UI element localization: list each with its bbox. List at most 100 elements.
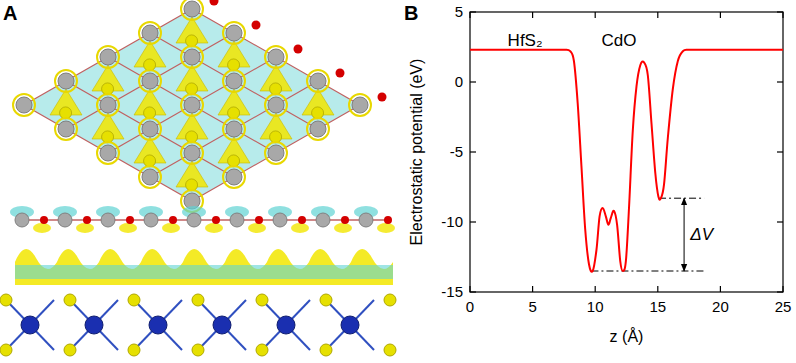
atom-hf [341, 316, 359, 334]
charge-ring [265, 46, 287, 68]
x-tick-label: 10 [587, 298, 604, 315]
charge-density [119, 223, 137, 233]
atom-s [384, 344, 396, 356]
x-tick-label: 5 [528, 298, 536, 315]
y-tick [777, 221, 783, 222]
x-axis-label: z (Å) [610, 327, 644, 345]
x-tick [657, 12, 658, 18]
atom-cd [58, 73, 74, 89]
atom-cd [100, 145, 116, 161]
atom-s [256, 344, 268, 356]
x-tick-label: 25 [775, 298, 792, 315]
charge-ring [97, 46, 119, 68]
charge-ring [13, 94, 35, 116]
y-tick-label: -15 [441, 283, 463, 300]
charge-density [15, 249, 393, 285]
atom-o [294, 45, 303, 54]
atom-s [0, 294, 12, 306]
atom-cd [100, 97, 116, 113]
atom-cd [226, 121, 242, 137]
x-tick-label: 15 [649, 298, 666, 315]
atom-cd [226, 73, 242, 89]
atom-cd [15, 213, 29, 227]
atom-o [341, 216, 349, 224]
atom-o [40, 216, 48, 224]
x-tick [657, 286, 658, 292]
charge-ring [97, 94, 119, 116]
charge-ring [55, 70, 77, 92]
axes: 0510152025-15-10-505z (Å)Electrostatic p… [408, 3, 791, 345]
y-tick [470, 221, 476, 222]
atom-cd [310, 121, 326, 137]
atom-cd [226, 169, 242, 185]
charge-ring [181, 94, 203, 116]
charge-ring [265, 142, 287, 164]
atom-hf [85, 316, 103, 334]
x-tick [720, 286, 721, 292]
atom-cd [230, 213, 244, 227]
atom-cd [142, 73, 158, 89]
y-tick [777, 291, 783, 292]
atom-o [210, 0, 219, 6]
atom-s [64, 344, 76, 356]
atom-hf [21, 316, 39, 334]
charge-density [205, 223, 223, 233]
atom-s [320, 344, 332, 356]
x-tick [782, 286, 783, 292]
charge-ring [181, 46, 203, 68]
atom-cd [184, 49, 200, 65]
charge-density [33, 223, 51, 233]
x-tick-label: 20 [712, 298, 729, 315]
charge-density [291, 223, 309, 233]
y-tick [470, 81, 476, 82]
y-tick [470, 291, 476, 292]
atom-cd [100, 49, 116, 65]
atom-o [169, 216, 177, 224]
atom-cd [58, 121, 74, 137]
atom-cd [268, 97, 284, 113]
x-tick [595, 12, 596, 18]
atom-o [252, 21, 261, 30]
atom-cd [184, 97, 200, 113]
atom-cd [268, 145, 284, 161]
charge-ring [139, 22, 161, 44]
plot-frame [470, 12, 783, 292]
atom-cd [101, 213, 115, 227]
atom-o [336, 69, 345, 78]
atom-o [212, 216, 220, 224]
bond [192, 9, 360, 105]
charge-ring [181, 0, 203, 20]
atom-o [378, 93, 387, 102]
atom-cd [359, 213, 373, 227]
charge-density [162, 223, 180, 233]
atom-cd [144, 213, 158, 227]
atom-cd [352, 97, 368, 113]
x-tick [532, 286, 533, 292]
atom-cd [310, 73, 326, 89]
atom-cd [142, 25, 158, 41]
atom-hf [149, 316, 167, 334]
y-tick [777, 81, 783, 82]
y-tick [777, 11, 783, 12]
atom-cd [268, 49, 284, 65]
charge-ring [55, 118, 77, 140]
charge-density [334, 223, 352, 233]
atom-cd [58, 213, 72, 227]
atom-s [192, 344, 204, 356]
series-group [470, 50, 783, 272]
charge-ring [307, 118, 329, 140]
atom-s [128, 344, 140, 356]
x-tick [720, 12, 721, 18]
atom-s [128, 294, 140, 306]
x-tick [532, 12, 533, 18]
atom-cd [16, 97, 32, 113]
annotation: HfS₂ [508, 31, 543, 50]
atom-cd [142, 121, 158, 137]
panel-label: B [404, 2, 418, 24]
atom-cd [273, 213, 287, 227]
reference-line [591, 271, 704, 272]
y-tick [777, 151, 783, 152]
atom-o [298, 216, 306, 224]
charge-density [76, 223, 94, 233]
bond [192, 105, 360, 201]
